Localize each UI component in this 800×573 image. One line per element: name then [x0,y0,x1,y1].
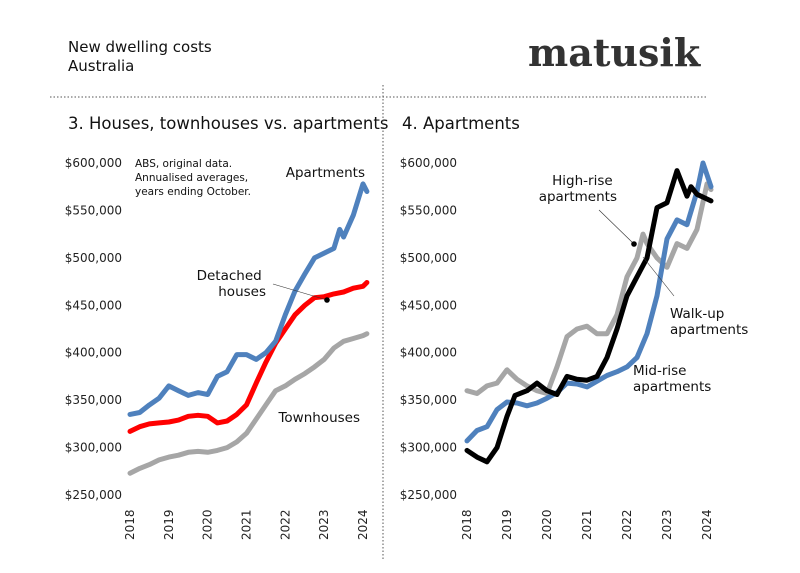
x-tick-label: 2024 [356,509,370,540]
series-line-detached-houses [127,280,370,434]
label-detached-line1: Detached [197,268,262,284]
x-tick-label: 2022 [278,509,292,540]
y-tick-label: $550,000 [400,203,457,217]
y-tick-label: $600,000 [400,156,457,170]
x-tick-label: 2021 [240,509,254,540]
right-chart: $250,000 $300,000 $350,000 $400,000 $450,000… [400,156,714,540]
x-tick-label: 2023 [660,509,674,540]
page-title: New dwelling costs [68,38,212,56]
label-walk-up: Walk-up apartments [670,306,748,338]
y-tick-label: $400,000 [400,346,457,360]
x-tick-label: 2021 [580,509,594,540]
left-chart: $250,000 $300,000 $350,000 $400,000 $450,000… [65,156,370,540]
x-tick-label: 2022 [620,509,634,540]
page-subtitle: Australia [68,57,135,75]
label-mid-rise-line2: apartments [633,379,711,395]
label-high-rise-line1: High-rise [552,173,613,189]
y-tick-label: $450,000 [65,298,122,312]
label-high-rise: High-rise apartments [539,173,617,205]
y-tick-label: $350,000 [65,393,122,407]
label-mid-rise: Mid-rise apartments [633,363,711,395]
note-line-2: Annualised averages, [135,172,248,184]
marker-high-rise [631,241,637,247]
series-line-apartments [127,181,370,417]
note-line-3: years ending October. [135,186,251,198]
chart-title-right: 4. Apartments [402,114,520,133]
series-line-high-rise-apartments [464,181,714,396]
series-line-walk-up-apartments [464,168,714,465]
y-tick-label: $550,000 [65,203,122,217]
x-tick-label: 2019 [162,509,176,540]
y-tick-label: $400,000 [65,346,122,360]
y-tick-label: $250,000 [400,488,457,502]
label-townhouses: Townhouses [277,410,360,426]
leader-walk-up [642,256,675,297]
label-walk-up-line1: Walk-up [670,306,724,322]
y-tick-label: $450,000 [400,298,457,312]
label-mid-rise-line1: Mid-rise [633,363,686,379]
y-tick-label: $600,000 [65,156,122,170]
y-tick-label: $350,000 [400,393,457,407]
x-tick-label: 2020 [201,509,215,540]
x-tick-label: 2023 [317,509,331,540]
x-tick-label: 2019 [500,509,514,540]
label-apartments: Apartments [286,165,365,181]
y-tick-label: $300,000 [65,441,122,455]
series-line-mid-rise-apartments [464,160,714,444]
label-detached: Detached houses [197,268,266,300]
x-tick-label: 2020 [540,509,554,540]
leader-high-rise [598,209,635,245]
marker-detached [324,297,330,303]
label-walk-up-line2: apartments [670,322,748,338]
x-tick-label: 2024 [700,509,714,540]
y-tick-label: $500,000 [65,251,122,265]
y-tick-label: $250,000 [65,488,122,502]
series-line-townhouses [127,331,370,476]
x-tick-label: 2018 [460,509,474,540]
label-detached-line2: houses [218,284,266,300]
chart-title-left: 3. Houses, townhouses vs. apartments [68,114,389,133]
y-tick-label: $300,000 [400,441,457,455]
leader-detached [272,283,328,301]
y-tick-label: $500,000 [400,251,457,265]
label-high-rise-line2: apartments [539,189,617,205]
x-tick-label: 2018 [123,509,137,540]
note-line-1: ABS, original data. [135,158,232,170]
matusik-logo: matusik [528,30,701,75]
